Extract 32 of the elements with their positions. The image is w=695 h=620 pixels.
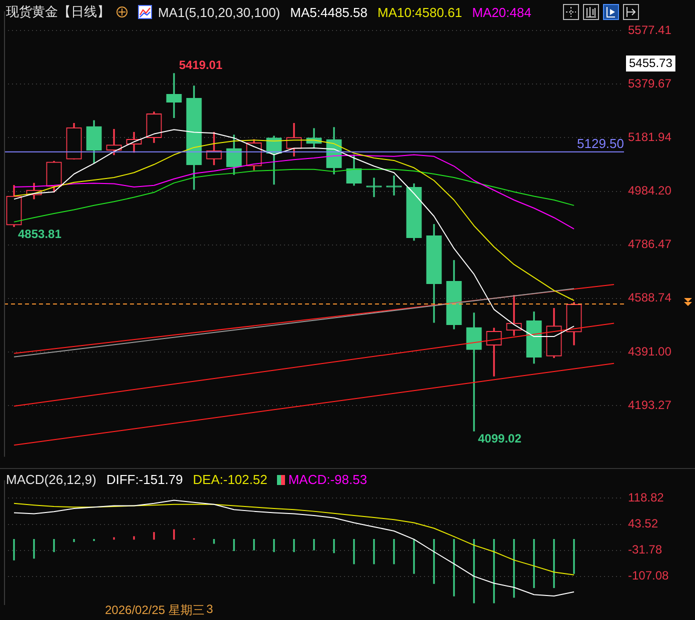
- legend-title: MA1(5,10,20,30,100): [158, 4, 280, 20]
- y-tick-label: 118.82: [628, 490, 664, 505]
- text: 5455.73: [629, 56, 673, 70]
- y-tick-label: 43.52: [628, 516, 658, 531]
- text: MA10:4580.61: [377, 4, 462, 20]
- text: MA20:484: [472, 4, 532, 20]
- series-label: DEA:-102.52: [192, 472, 268, 487]
- chart-title: 现货黄金【日线】: [6, 3, 110, 21]
- annotation: 5419.01: [179, 58, 223, 72]
- y-tick-label: 5379.67: [628, 76, 672, 90]
- series-label: DIFF:-151.79: [106, 472, 183, 487]
- y-tick-label: 4786.47: [628, 237, 672, 252]
- legend-label: MACD:-98.53: [287, 472, 368, 487]
- candlestick: [386, 176, 402, 196]
- annotation: 2026/02/25 星期三: [105, 602, 204, 619]
- candlestick: [166, 73, 182, 118]
- y-tick-label: 4193.27: [628, 398, 672, 412]
- annotation: 3: [206, 602, 214, 618]
- text: MA5:4485.58: [290, 4, 368, 20]
- y-tick-label: 4588.74: [628, 290, 672, 305]
- y-tick-label: 5577.41: [628, 22, 672, 37]
- y-tick-label: 4391.00: [628, 344, 672, 358]
- y-tick-label: -31.78: [628, 542, 662, 557]
- y-tick-label: -107.08: [628, 568, 670, 583]
- candlestick: [366, 178, 382, 198]
- legend-title: MACD(26,12,9): [6, 472, 96, 487]
- annotation: 4853.81: [18, 226, 62, 241]
- candlestick: [466, 312, 482, 432]
- y-tick-label: 5181.94: [628, 130, 672, 144]
- annotation: 4099.02: [478, 431, 522, 446]
- y-tick-label: 4984.20: [628, 184, 672, 198]
- ref-line-label: 5129.50: [577, 136, 624, 151]
